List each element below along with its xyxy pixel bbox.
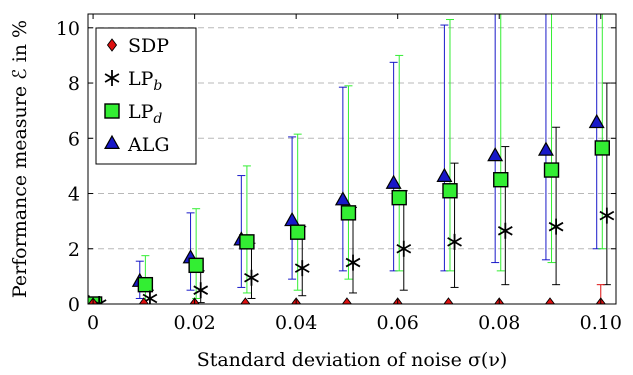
plot-frame [87, 13, 617, 305]
y-tick-label: 0 [68, 294, 80, 316]
x-tick-label: 0.08 [478, 312, 520, 334]
data-point-square [442, 183, 458, 199]
data-point-square [493, 172, 509, 188]
data-point-square [239, 234, 255, 250]
x-tick-label: 0 [87, 312, 99, 334]
data-point-square [340, 205, 357, 221]
data-point-square [137, 276, 154, 293]
data-point-square [391, 189, 407, 206]
y-axis-label: Performance measure ℰ in % [9, 20, 31, 298]
data-point-triangle [588, 113, 605, 129]
x-tick-label: 0.04 [275, 312, 317, 334]
y-tick-label: 4 [68, 184, 80, 206]
x-tick-label: 0.02 [173, 312, 215, 334]
legend-label: ALG [127, 134, 170, 156]
data-point-diamond [240, 297, 251, 304]
x-tick-label: 0.10 [580, 312, 622, 334]
data-point-triangle [284, 211, 301, 227]
data-point-square [543, 162, 560, 178]
data-point-star [193, 282, 209, 299]
data-point-diamond [443, 297, 454, 304]
data-point-star [294, 260, 310, 277]
legend-label: LPd [128, 101, 162, 127]
data-point-star [142, 290, 158, 304]
data-point-triangle [487, 147, 504, 162]
y-tick-label: 8 [68, 73, 80, 95]
x-axis-label: Standard deviation of noise σ(ν) [197, 349, 508, 371]
data-point-diamond [138, 297, 149, 304]
data-point-star [447, 233, 462, 250]
data-point-diamond [544, 297, 556, 304]
legend-marker-diamond [106, 38, 118, 52]
y-tick-label: 10 [56, 18, 80, 40]
data-point-triangle [537, 141, 554, 156]
data-point-triangle [385, 174, 402, 189]
x-tick-label: 0.06 [377, 312, 419, 334]
legend-marker-star [104, 70, 120, 86]
y-tick-label: 2 [68, 239, 80, 261]
data-point-diamond [341, 297, 352, 304]
legend-marker-triangle [104, 134, 120, 149]
axis-ticks: 0 2 4 6 8 10 0 0.02 0.04 0.06 0.08 0.10 [56, 14, 622, 334]
error-bars [135, 14, 611, 304]
legend-label: SDP [128, 35, 169, 57]
data-point-square [188, 257, 204, 274]
data-point-square [289, 224, 306, 240]
data-point-star [548, 218, 564, 235]
data-point-triangle [436, 167, 453, 182]
y-tick-label: 6 [68, 128, 80, 150]
legend-marker-square [104, 103, 120, 119]
data-point-star [599, 207, 615, 224]
data-point-star [345, 254, 361, 271]
data-point-star [497, 222, 513, 239]
data-point-star [396, 240, 412, 257]
data-point-square [594, 140, 610, 156]
data-point-triangle [334, 191, 351, 206]
grid [88, 27, 616, 250]
data-point-star [244, 269, 259, 286]
